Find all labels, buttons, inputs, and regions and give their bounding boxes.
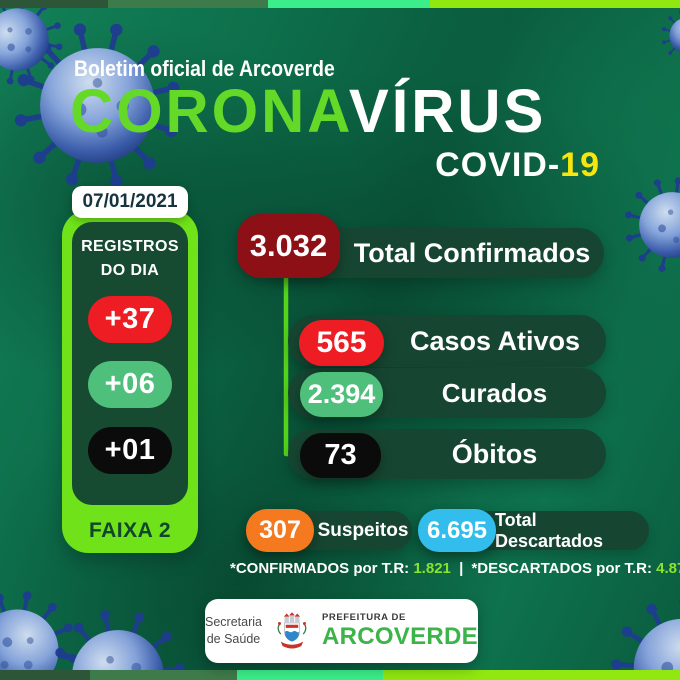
- city-hall-wordmark: PREFEITURA DE ARCOVERDE: [322, 613, 478, 649]
- stat-label: Suspeitos: [317, 519, 409, 541]
- prefeitura-label: PREFEITURA DE: [321, 612, 406, 624]
- strip-segment: [108, 0, 268, 8]
- daily-heading-line1: REGISTROS: [81, 238, 179, 255]
- covid-19-label: COVID-19: [435, 146, 600, 185]
- strip-segment: [90, 670, 237, 680]
- date-badge: 07/01/2021: [72, 186, 188, 218]
- coronavirus-icon: [48, 606, 188, 680]
- covid-text: COVID-: [435, 146, 561, 184]
- strip-segment: [0, 0, 108, 8]
- stat-value-total-confirmados: 3.032: [237, 214, 340, 278]
- stat-value-obitos: 73: [300, 433, 381, 478]
- footnote-discarded-label: *DESCARTADOS por T.R:: [471, 560, 652, 577]
- arcoverde-name: ARCOVERDE: [321, 622, 478, 650]
- arcoverde-coat-of-arms-icon: [277, 612, 307, 649]
- footnote-confirmed-label: *CONFIRMADOS por T.R:: [230, 560, 410, 577]
- bulletin-subtitle: Boletim oficial de Arcoverde: [74, 56, 335, 81]
- covid-number: 19: [560, 146, 600, 184]
- footer-branding-card: Secretaria de Saúde PREFEITURA DE ARCOVE…: [205, 599, 478, 663]
- stat-label: Curados: [441, 377, 548, 408]
- daily-new-deaths-pill: +01: [88, 427, 172, 474]
- strip-segment: [383, 670, 680, 680]
- coronavirus-icon: [608, 593, 680, 680]
- title-virus: VÍRUS: [348, 77, 547, 145]
- strip-segment: [237, 670, 383, 680]
- health-secretary-label: Secretaria de Saúde: [205, 614, 262, 648]
- footnote-confirmed-value: 1.821: [413, 560, 451, 577]
- stat-value-curados: 2.394: [300, 372, 383, 417]
- stat-value-suspeitos: 307: [246, 509, 314, 552]
- stat-label: Total Descartados: [495, 509, 604, 551]
- org-line2: de Saúde: [206, 632, 261, 646]
- stat-label: Óbitos: [451, 438, 538, 469]
- testing-footnote: *CONFIRMADOS por T.R: 1.821 | *DESCARTAD…: [230, 560, 680, 577]
- strip-segment: [430, 0, 680, 8]
- stat-value-casos-ativos: 565: [299, 320, 384, 366]
- coronavirus-icon: [622, 175, 680, 275]
- daily-new-confirmed-pill: +37: [88, 296, 172, 343]
- stat-value-total-descartados: 6.695: [418, 509, 496, 552]
- coronavirus-icon: [0, 0, 65, 87]
- page-title: CORONAVÍRUS: [70, 81, 546, 142]
- strip-segment: [0, 670, 90, 680]
- org-line1: Secretaria: [205, 615, 262, 630]
- coronavirus-icon: [660, 8, 680, 63]
- strip-segment: [268, 0, 430, 8]
- footnote-separator: |: [459, 560, 464, 577]
- faixa-badge: FAIXA 2: [88, 519, 172, 542]
- stat-label: Total Confirmados: [353, 237, 591, 268]
- daily-new-recovered-pill: +06: [88, 361, 172, 408]
- footnote-discarded-value: 4.876: [656, 560, 680, 577]
- stat-label: Casos Ativos: [409, 325, 581, 356]
- daily-heading-line2: DO DIA: [100, 262, 160, 279]
- title-corona: CORONA: [70, 77, 349, 145]
